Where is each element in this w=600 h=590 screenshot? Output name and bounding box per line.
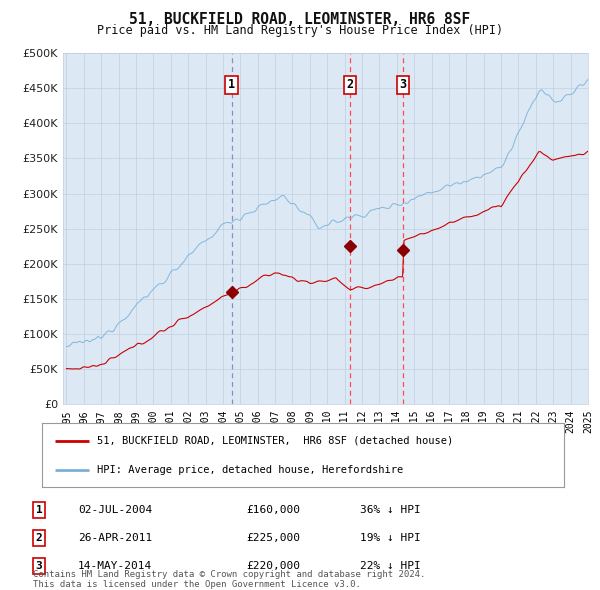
Text: 3: 3 xyxy=(35,561,43,571)
Text: 22% ↓ HPI: 22% ↓ HPI xyxy=(360,561,421,571)
Text: 2: 2 xyxy=(35,533,43,543)
Text: Price paid vs. HM Land Registry's House Price Index (HPI): Price paid vs. HM Land Registry's House … xyxy=(97,24,503,37)
Text: 51, BUCKFIELD ROAD, LEOMINSTER,  HR6 8SF (detached house): 51, BUCKFIELD ROAD, LEOMINSTER, HR6 8SF … xyxy=(97,436,453,446)
Text: 1: 1 xyxy=(228,78,235,91)
Text: 36% ↓ HPI: 36% ↓ HPI xyxy=(360,505,421,515)
Text: 19% ↓ HPI: 19% ↓ HPI xyxy=(360,533,421,543)
Text: 26-APR-2011: 26-APR-2011 xyxy=(78,533,152,543)
Text: Contains HM Land Registry data © Crown copyright and database right 2024.
This d: Contains HM Land Registry data © Crown c… xyxy=(33,570,425,589)
Text: £225,000: £225,000 xyxy=(246,533,300,543)
Text: 1: 1 xyxy=(35,505,43,515)
Text: 02-JUL-2004: 02-JUL-2004 xyxy=(78,505,152,515)
Text: 51, BUCKFIELD ROAD, LEOMINSTER, HR6 8SF: 51, BUCKFIELD ROAD, LEOMINSTER, HR6 8SF xyxy=(130,12,470,27)
Text: HPI: Average price, detached house, Herefordshire: HPI: Average price, detached house, Here… xyxy=(97,465,403,475)
Text: 3: 3 xyxy=(400,78,407,91)
Text: 14-MAY-2014: 14-MAY-2014 xyxy=(78,561,152,571)
Text: £220,000: £220,000 xyxy=(246,561,300,571)
Text: 2: 2 xyxy=(347,78,354,91)
Text: £160,000: £160,000 xyxy=(246,505,300,515)
